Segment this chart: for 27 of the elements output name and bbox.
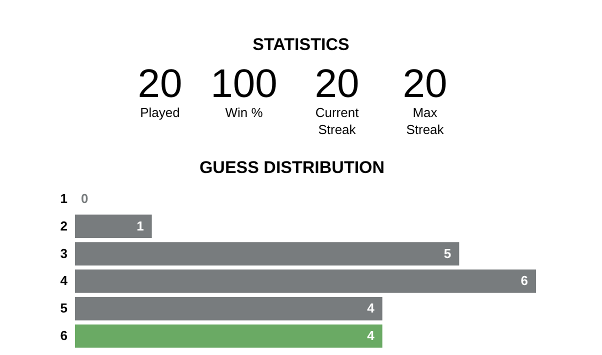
data-label: 0 bbox=[81, 190, 88, 206]
y-tick-label: 2 bbox=[60, 218, 68, 234]
bar bbox=[75, 214, 152, 238]
y-tick-label: 1 bbox=[60, 190, 68, 206]
chart-title: GUESS DISTRIBUTION bbox=[199, 158, 385, 177]
bar bbox=[75, 270, 536, 293]
text: Win % bbox=[225, 105, 264, 120]
text: 20 bbox=[402, 62, 448, 106]
text: Played bbox=[140, 105, 180, 120]
text: 20 bbox=[314, 62, 360, 106]
y-tick-label: 6 bbox=[60, 328, 68, 344]
y-tick-label: 4 bbox=[60, 273, 68, 288]
data-label: 5 bbox=[444, 246, 452, 261]
bar bbox=[75, 297, 382, 320]
bar bbox=[75, 324, 382, 348]
bar bbox=[75, 242, 460, 266]
text: Max Streak bbox=[406, 105, 444, 137]
text: 20 bbox=[138, 62, 182, 106]
data-label: 1 bbox=[136, 218, 144, 234]
text: STATISTICS bbox=[252, 35, 350, 54]
data-label: 4 bbox=[367, 328, 376, 344]
y-tick-label: 3 bbox=[60, 246, 68, 261]
y-tick-label: 5 bbox=[60, 300, 68, 316]
data-label: 4 bbox=[367, 300, 376, 316]
data-label: 6 bbox=[520, 273, 528, 288]
text: 100 bbox=[210, 62, 278, 106]
text: Current Streak bbox=[315, 105, 360, 137]
